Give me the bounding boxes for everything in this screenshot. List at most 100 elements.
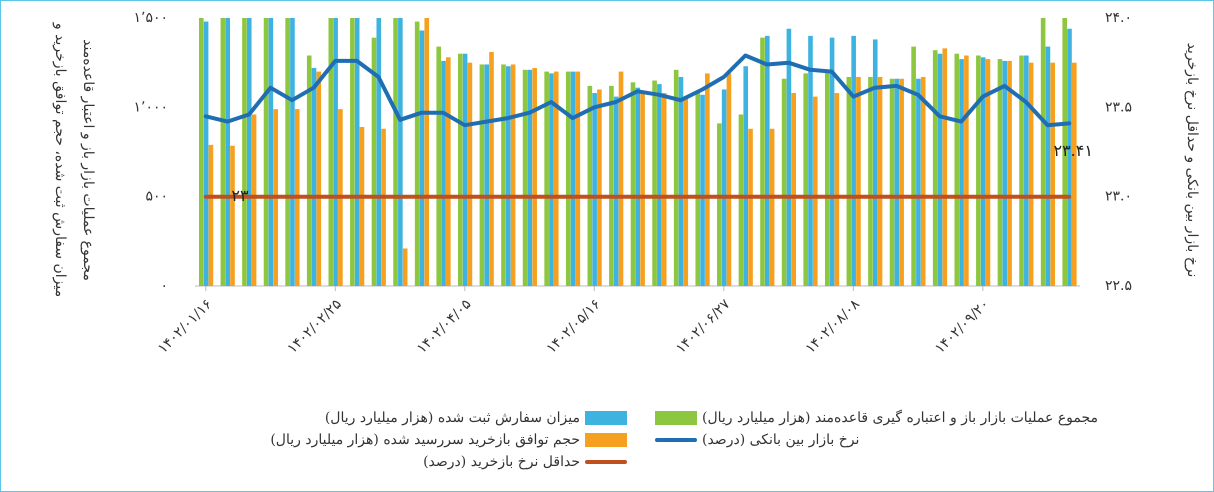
bar: [846, 76, 852, 287]
legend-swatch: [585, 411, 627, 425]
bar: [532, 68, 537, 286]
bar: [203, 21, 209, 286]
legend-label: حجم توافق بازخرید سررسید شده (هزار میلیا…: [270, 432, 580, 448]
bar: [781, 78, 787, 286]
line: [203, 53, 1072, 128]
y2-tick-label: ۲۳.۵: [1105, 99, 1132, 115]
bar: [220, 18, 226, 286]
bar: [812, 96, 818, 286]
bar: [575, 71, 581, 286]
y-tick-label: ۱٬۵۰۰: [133, 10, 168, 26]
legend-label: حداقل نرخ بازخرید (درصد): [423, 454, 580, 470]
bar: [721, 89, 727, 286]
legend-swatch: [655, 411, 697, 425]
y2-tick-label: ۲۴.۰: [1105, 10, 1132, 26]
bar: [980, 57, 986, 286]
bar: [424, 18, 430, 286]
bar: [1072, 62, 1077, 286]
bar: [1002, 60, 1008, 286]
bar: [1028, 62, 1034, 286]
bar: [242, 18, 247, 286]
bar: [899, 78, 904, 286]
bar: [328, 18, 334, 286]
bar: [527, 69, 533, 287]
bar: [1007, 60, 1012, 286]
axis-title: میزان سفارش ثبت شده، حجم توافق بازخرید و: [52, 22, 68, 297]
bar: [1019, 55, 1024, 286]
bar: [743, 66, 749, 287]
bar: [937, 53, 943, 286]
bar: [868, 76, 873, 287]
bar: [683, 96, 689, 286]
bar: [285, 18, 290, 286]
bar: [553, 71, 559, 286]
bar: [911, 46, 916, 286]
bar: [393, 18, 398, 286]
legend-label: مجموع عملیات بازار باز و اعتباره گیری قا…: [702, 409, 1098, 426]
bar: [544, 71, 549, 286]
bar: [467, 62, 473, 286]
bar: [316, 71, 322, 286]
bar: [446, 57, 451, 286]
bar: [354, 18, 360, 286]
bar: [916, 78, 921, 286]
bar: [565, 71, 571, 286]
bar: [695, 91, 701, 287]
bar: [954, 53, 960, 286]
bar: [371, 37, 377, 286]
bar: [398, 18, 403, 286]
data-label: ۲۳.۴۱: [1053, 141, 1092, 160]
bar: [376, 18, 382, 286]
bar: [834, 93, 840, 286]
bar: [705, 73, 710, 287]
bar: [678, 76, 684, 287]
bar: [510, 64, 516, 286]
axis-title: نرخ بازار بین بانکی و حداقل نرخ بازخرید: [1184, 43, 1200, 278]
bar: [198, 18, 204, 286]
bar: [419, 30, 425, 286]
bar: [717, 123, 722, 286]
bar: [479, 64, 485, 286]
legend-swatch: [585, 433, 627, 447]
bar: [1062, 18, 1068, 286]
bar: [932, 50, 938, 286]
bar: [851, 35, 856, 286]
bar: [246, 18, 252, 286]
bar: [976, 55, 981, 286]
bar: [652, 80, 657, 287]
bar: [1067, 28, 1072, 286]
bar: [359, 126, 365, 286]
bar: [657, 84, 662, 287]
bar: [208, 144, 214, 286]
bar: [311, 68, 317, 286]
bar: [587, 85, 593, 286]
bar: [920, 76, 926, 287]
bar: [613, 96, 619, 286]
bar: [824, 71, 830, 286]
bar: [489, 51, 494, 286]
bar: [889, 78, 895, 286]
bar: [290, 18, 295, 286]
bar: [436, 46, 442, 286]
bar: [738, 114, 744, 286]
bar: [769, 128, 775, 286]
bar: [985, 59, 991, 286]
bar: [225, 18, 230, 286]
bar: [1024, 55, 1029, 286]
bar: [856, 76, 861, 287]
bar: [1040, 18, 1046, 286]
bar: [592, 93, 597, 286]
bar: [381, 128, 386, 286]
bar: [306, 55, 312, 286]
bar: [760, 37, 765, 286]
bar: [894, 78, 900, 286]
bar: [673, 69, 679, 287]
bar: [964, 55, 969, 286]
bar: [640, 91, 645, 287]
bar: [522, 69, 528, 287]
bar: [263, 18, 269, 286]
y-tick-label: ۰: [160, 278, 168, 294]
bar: [726, 73, 732, 287]
bar: [609, 85, 614, 286]
